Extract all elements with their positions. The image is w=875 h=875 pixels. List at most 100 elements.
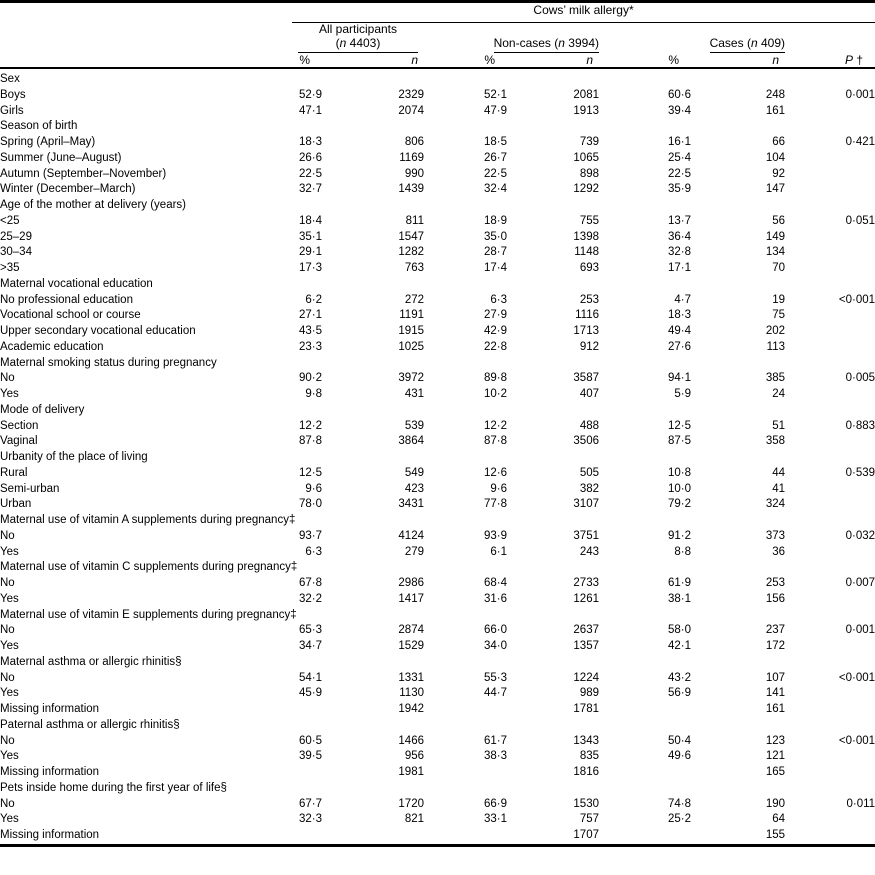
row-label: Yes: [0, 592, 19, 605]
cell-cases-percent: 56·9: [667, 687, 691, 700]
cell-all-n: 821: [404, 813, 424, 826]
row-label: Spring (April–May): [0, 136, 96, 148]
cell-noncases-n: 1398: [573, 230, 599, 243]
category-row: Mode of delivery: [0, 403, 875, 419]
cell-noncases-percent: 6·1: [490, 545, 507, 558]
cell-p-value: [785, 686, 875, 702]
cell-cases-n: 190: [765, 797, 785, 810]
col-header-cases-n: n: [691, 53, 785, 69]
cell-cases-percent: 49·4: [667, 325, 691, 337]
cell-all-percent: 9·8: [305, 388, 322, 400]
cell-noncases-percent: 27·9: [483, 309, 507, 322]
data-row: No 67·8 2986 68·4 2733 61·9 253 0·007: [0, 576, 875, 592]
cell-all-percent: 93·7: [298, 529, 322, 542]
cell-noncases-percent: 33·1: [483, 813, 507, 826]
cell-p-value: [785, 482, 875, 498]
cell-p-value: [785, 230, 875, 246]
stub-blank: [0, 53, 292, 69]
cell-cases-n: 70: [772, 262, 785, 274]
cell-cases-n: 156: [765, 592, 785, 605]
cell-cases-n: 123: [765, 734, 785, 747]
cell-all-n: 2986: [398, 577, 424, 589]
cell-noncases-n: 989: [579, 687, 599, 700]
cell-all-n: 1529: [398, 640, 424, 652]
cell-all-percent: 32·3: [298, 813, 322, 826]
cell-all-percent: 43·5: [298, 325, 322, 337]
cell-cases-percent: [599, 765, 691, 781]
data-row: No 54·1 1331 55·3 1224 43·2 107 <0·001: [0, 671, 875, 687]
cell-all-percent: 22·5: [298, 167, 322, 180]
cell-cases-n: 24: [772, 388, 785, 400]
data-row: Yes 45·9 1130 44·7 989 56·9 141: [0, 686, 875, 702]
cell-all-n: 279: [404, 545, 424, 558]
row-label: No: [0, 671, 15, 684]
category-row: Maternal asthma or allergic rhinitis§: [0, 655, 875, 671]
cell-p-value: [785, 828, 875, 845]
cell-noncases-n: 3587: [573, 372, 599, 385]
cell-cases-n: 161: [765, 104, 785, 117]
cell-noncases-n: 243: [579, 545, 599, 558]
row-label: Missing information: [0, 829, 100, 841]
category-label: Maternal use of vitamin A supplements du…: [0, 514, 296, 526]
cell-all-n: 1169: [399, 151, 424, 164]
cell-cases-percent: 39·4: [667, 104, 691, 117]
row-label: Urban: [0, 498, 32, 511]
cell-noncases-n: 693: [579, 262, 599, 274]
cell-all-n: 1130: [399, 687, 424, 700]
cell-noncases-percent: 32·4: [483, 183, 507, 196]
data-row: Yes 32·3 821 33·1 757 25·2 64: [0, 812, 875, 828]
category-label: Season of birth: [0, 120, 78, 133]
cell-noncases-n: 1116: [575, 309, 599, 322]
cell-noncases-n: 488: [579, 419, 599, 432]
cell-p-value: [785, 104, 875, 120]
cell-noncases-percent: 31·6: [483, 592, 507, 605]
cell-cases-n: 51: [772, 419, 785, 432]
cell-cases-percent: 38·1: [667, 592, 691, 605]
group-label: Non-cases: [493, 35, 551, 50]
cell-noncases-percent: 93·9: [483, 529, 507, 542]
cell-all-percent: 26·6: [298, 151, 322, 164]
cell-cases-percent: 49·6: [667, 750, 691, 763]
cell-p-value: <0·001: [838, 734, 875, 747]
cell-cases-percent: 79·2: [667, 498, 691, 511]
col-header-p-value: P †: [785, 53, 875, 69]
data-row: No 60·5 1466 61·7 1343 50·4 123 <0·001: [0, 734, 875, 750]
data-row: Semi-urban 9·6 423 9·6 382 10·0 41: [0, 482, 875, 498]
cell-cases-n: 324: [765, 498, 785, 511]
cell-cases-n: 113: [766, 340, 785, 353]
cell-noncases-n: 1913: [573, 104, 599, 117]
category-row: Pets inside home during the first year o…: [0, 781, 875, 797]
stub-blank: [0, 23, 292, 54]
cell-all-percent: 87·8: [298, 435, 322, 448]
data-row: 30–34 29·1 1282 28·7 1148 32·8 134: [0, 245, 875, 261]
cell-p-value: [785, 245, 875, 261]
row-label: Yes: [0, 640, 19, 652]
row-label: Vaginal: [0, 435, 38, 448]
cell-noncases-n: 1148: [574, 246, 599, 259]
data-row: Yes 9·8 431 10·2 407 5·9 24: [0, 387, 875, 403]
cell-p-value: [785, 592, 875, 608]
cell-all-n: 1191: [399, 309, 424, 322]
cell-all-n: 272: [404, 293, 424, 306]
cell-p-value: 0·051: [845, 214, 875, 227]
cell-noncases-n: 2637: [573, 624, 599, 637]
cell-all-n: 4124: [398, 529, 424, 542]
cell-cases-percent: [599, 828, 691, 845]
category-row: Urbanity of the place of living: [0, 450, 875, 466]
cell-all-percent: 78·0: [298, 498, 322, 511]
cell-noncases-percent: 10·2: [483, 388, 507, 400]
cell-all-n: 3864: [398, 435, 424, 448]
row-label: Summer (June–August): [0, 151, 122, 164]
category-row: Sex: [0, 68, 875, 88]
cell-noncases-percent: 6·3: [490, 293, 507, 306]
cell-p-value: [785, 340, 875, 356]
cell-noncases-percent: 18·5: [483, 136, 507, 148]
cell-all-percent: 32·7: [298, 183, 322, 196]
cell-all-percent: 18·3: [298, 136, 322, 148]
cell-noncases-percent: [424, 765, 507, 781]
row-label: 30–34: [0, 246, 32, 259]
cell-all-percent: 9·6: [305, 482, 322, 495]
data-row: Boys 52·9 2329 52·1 2081 60·6 248 0·001: [0, 88, 875, 104]
cell-all-n: 1331: [398, 671, 424, 684]
row-label: Winter (December–March): [0, 183, 136, 196]
